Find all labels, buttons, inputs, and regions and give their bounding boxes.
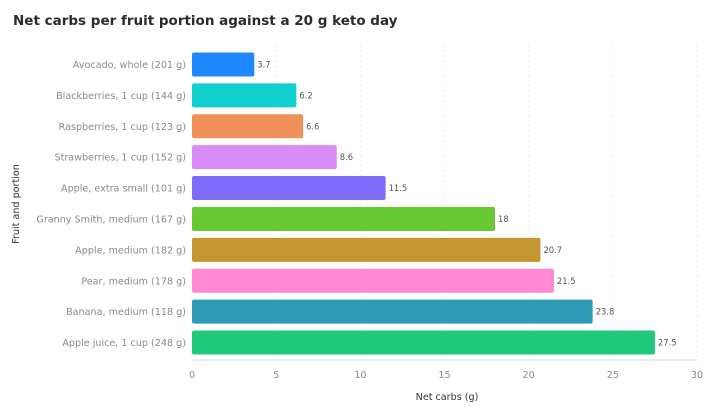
bar [192, 237, 541, 262]
bar [192, 145, 337, 170]
category-label: Blackberries, 1 cup (144 g) [56, 91, 186, 102]
category-label: Avocado, whole (201 g) [73, 60, 186, 71]
value-label: 3.7 [257, 59, 270, 69]
value-labels: 3.7 6.2 6.6 8.6 11.5 18 20.7 21.5 23.8 27.5 [257, 59, 676, 347]
x-axis-title: Net carbs (g) [416, 392, 479, 403]
category-label: Strawberries, 1 cup (152 g) [55, 153, 186, 164]
bar [192, 52, 255, 77]
x-tick-label: 10 [354, 370, 366, 381]
value-label: 21.5 [557, 276, 576, 286]
bar [192, 330, 655, 355]
x-tick-label: 25 [607, 370, 619, 381]
value-label: 11.5 [389, 183, 408, 193]
bar [192, 299, 593, 324]
chart-title: Net carbs per fruit portion against a 20… [13, 13, 398, 29]
category-label: Raspberries, 1 cup (123 g) [59, 122, 186, 133]
category-label: Granny Smith, medium (167 g) [36, 214, 186, 225]
value-label: 6.2 [299, 90, 312, 100]
x-tick-label: 15 [438, 370, 450, 381]
bar [192, 268, 554, 293]
x-tick-labels: 0 5 10 15 20 25 30 [189, 370, 703, 381]
bar [192, 176, 386, 201]
y-axis-title: Fruit and portion [11, 164, 22, 244]
category-labels: Avocado, whole (201 g) Blackberries, 1 cu… [36, 60, 186, 349]
value-label: 18 [498, 214, 509, 224]
category-label: Banana, medium (118 g) [66, 307, 186, 318]
value-label: 20.7 [543, 245, 562, 255]
x-tick-label: 0 [189, 370, 195, 381]
category-label: Pear, medium (178 g) [81, 276, 186, 287]
x-tick-label: 20 [523, 370, 535, 381]
value-label: 8.6 [340, 152, 353, 162]
category-label: Apple, medium (182 g) [75, 245, 186, 256]
value-label: 23.8 [596, 307, 615, 317]
category-label: Apple juice, 1 cup (248 g) [62, 338, 186, 349]
value-label: 27.5 [658, 338, 677, 348]
category-label: Apple, extra small (101 g) [61, 184, 186, 195]
x-tick-label: 5 [273, 370, 279, 381]
bar [192, 83, 297, 108]
value-label: 6.6 [306, 121, 319, 131]
bar [192, 114, 304, 139]
x-tick-label: 30 [691, 370, 703, 381]
bar [192, 206, 495, 231]
bars [192, 52, 655, 355]
